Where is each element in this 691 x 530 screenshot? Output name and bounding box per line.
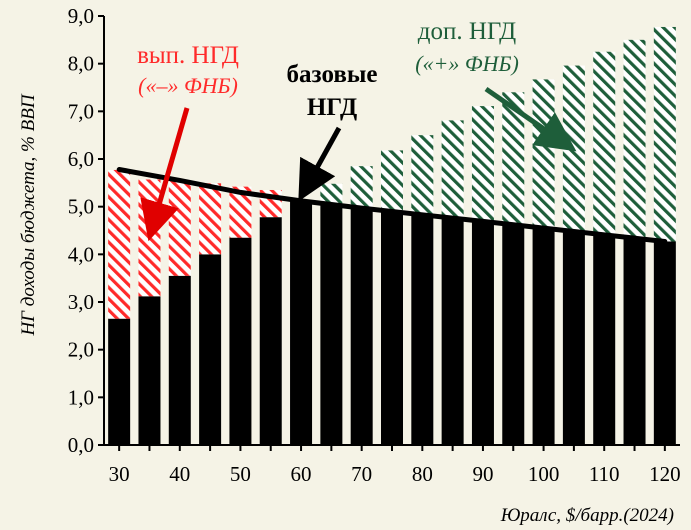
y-tick-label: 9,0 (68, 4, 94, 28)
x-tick-label: 40 (169, 462, 190, 486)
bar-base-35 (138, 296, 161, 445)
y-tick-label: 4,0 (68, 242, 94, 266)
y-tick-label: 5,0 (68, 195, 94, 219)
bar-dop-100 (532, 79, 555, 229)
bar-base-95 (502, 224, 525, 445)
bar-base-75 (381, 211, 403, 445)
bar-base-70 (350, 208, 373, 445)
bar-base-80 (411, 214, 434, 445)
x-tick-label: 50 (230, 462, 251, 486)
annotation-vyp-arrow (140, 107, 190, 242)
bar-dop-90 (471, 106, 494, 222)
x-tick-label: 100 (528, 462, 560, 486)
y-tick-label: 8,0 (68, 52, 94, 76)
bar-dop-70 (350, 166, 373, 209)
y-tick-label: 7,0 (68, 99, 94, 123)
bar-base-115 (623, 238, 646, 445)
bar-dop-115 (623, 39, 646, 239)
x-tick-label: 30 (109, 462, 130, 486)
bar-base-105 (562, 231, 585, 445)
x-tick-label: 110 (589, 462, 620, 486)
annotation-vyp: вып. НГД («–» ФНБ) (137, 42, 239, 242)
bar-dop-80 (411, 135, 434, 215)
bar-dop-120 (653, 26, 676, 242)
annotation-vyp-sub: («–» ФНБ) (138, 73, 238, 98)
annotation-dop: доп. НГД («+» ФНБ) (415, 18, 577, 152)
annotation-dop-arrow (484, 86, 577, 152)
bar-base-120 (653, 241, 676, 445)
y-tick-label: 6,0 (68, 147, 94, 171)
annotation-dop-sub: («+» ФНБ) (415, 51, 519, 76)
base-revenue-line (116, 167, 668, 244)
bar-vyp-35 (138, 179, 161, 297)
bar-base-55 (259, 217, 282, 445)
bar-base-30 (108, 318, 131, 445)
bar-base-110 (593, 234, 616, 445)
bar-base-100 (532, 228, 555, 445)
bar-base-40 (168, 275, 191, 445)
y-tick-label: 2,0 (68, 338, 94, 362)
bar-vyp-40 (168, 180, 191, 276)
bar-base-60 (290, 200, 313, 445)
bar-dop-85 (441, 120, 464, 219)
bar-base-65 (320, 205, 343, 445)
bar-base-45 (199, 254, 222, 445)
annotation-vyp-title: вып. НГД (137, 42, 239, 69)
bar-vyp-45 (199, 183, 222, 255)
y-tick-label: 1,0 (68, 385, 94, 409)
x-axis-title: Юралс, $/барр.(2024) (500, 505, 674, 526)
bar-vyp-50 (229, 186, 252, 238)
y-tick-label: 0,0 (68, 433, 94, 457)
bar-dop-105 (562, 65, 585, 232)
y-axis-title: НГ доходы бюджета, % ВВП (18, 93, 39, 336)
y-tick-label: 3,0 (68, 290, 94, 314)
annotation-dop-title: доп. НГД (418, 18, 516, 45)
bar-base-50 (229, 237, 252, 445)
x-tick-label: 70 (351, 462, 372, 486)
axes-group: 0,0 1,0 2,0 3,0 4,0 5,0 6,0 7,0 8,0 9,0 30 40 50 60 70… (68, 4, 681, 486)
x-tick-label: 80 (412, 462, 433, 486)
annotation-base-arrow (298, 126, 342, 202)
bar-dop-95 (502, 92, 525, 225)
bar-vyp-30 (108, 169, 131, 319)
bar-dop-75 (381, 150, 403, 212)
bar-base-85 (441, 218, 464, 445)
bar-base-90 (471, 221, 494, 445)
x-tick-label: 90 (472, 462, 493, 486)
bar-dop-110 (593, 51, 616, 235)
x-tick-label: 120 (649, 462, 681, 486)
annotation-base-line1: базовые (287, 61, 378, 88)
annotation-base: базовые НГД (287, 61, 378, 202)
x-tick-label: 60 (291, 462, 312, 486)
annotation-base-line2: НГД (307, 94, 357, 121)
